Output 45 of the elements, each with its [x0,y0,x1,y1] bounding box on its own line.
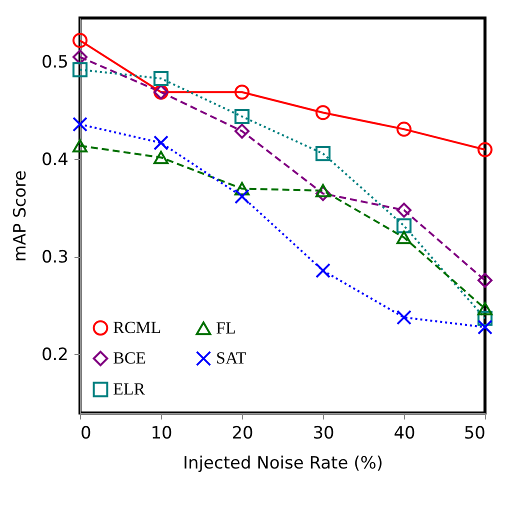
y-tick-label: 0.4 [41,150,68,170]
x-axis-title: Injected Noise Rate (%) [183,454,383,474]
y-tick-label: 0.2 [41,344,68,365]
y-tick-label: 0.3 [41,247,68,268]
point [72,139,88,152]
point [153,135,169,150]
point [72,49,88,65]
point [396,310,412,325]
point [153,70,169,86]
point [477,302,493,316]
point [72,32,88,48]
point [234,188,250,204]
point [315,184,331,198]
point [315,186,331,202]
point [477,310,493,326]
legend-label: SAT [216,348,247,368]
legend-label: BCE [113,348,146,368]
x-tick-label: 30 [312,424,334,444]
legend-label: ELR [113,380,146,398]
point [234,84,250,100]
point [72,116,88,132]
x-tick-label: 40 [394,424,416,444]
point [477,320,493,335]
x-tick-label: 10 [150,424,172,444]
legend-label: FL [216,318,236,338]
point [234,182,250,196]
point [72,62,88,78]
point [315,263,331,278]
x-tick-label: 20 [232,424,254,444]
point [315,105,331,120]
legend-label: RCML [113,318,162,337]
point [477,272,493,288]
point [396,230,412,244]
point [153,150,169,164]
point [234,124,250,139]
point [396,218,412,234]
point [477,142,493,158]
point [234,108,250,124]
point [315,146,331,162]
x-tick-label: 0 [80,424,92,444]
point [396,202,412,218]
y-tick-label: 0.5 [41,52,68,72]
x-tick-label: 50 [464,424,486,444]
y-axis-title: mAP Score [10,170,30,262]
point [396,122,412,137]
